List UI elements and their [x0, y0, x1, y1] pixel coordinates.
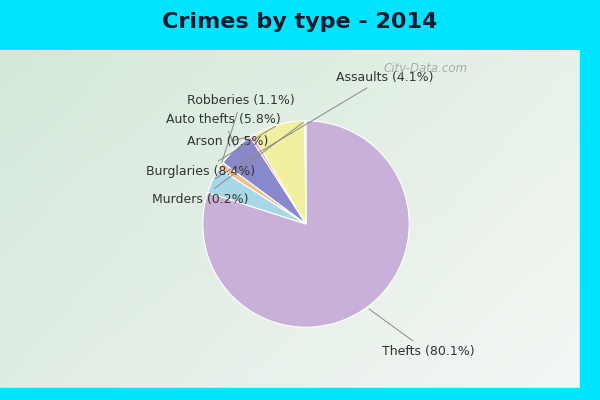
Wedge shape	[305, 121, 306, 224]
Wedge shape	[223, 137, 306, 224]
Text: Thefts (80.1%): Thefts (80.1%)	[369, 309, 475, 358]
Wedge shape	[250, 136, 306, 224]
Text: Murders (0.2%): Murders (0.2%)	[152, 122, 303, 206]
Text: Crimes by type - 2014: Crimes by type - 2014	[163, 12, 437, 32]
Text: Robberies (1.1%): Robberies (1.1%)	[187, 94, 295, 163]
Text: City-Data.com: City-Data.com	[383, 62, 467, 75]
Text: Arson (0.5%): Arson (0.5%)	[187, 135, 269, 148]
Wedge shape	[253, 121, 306, 224]
Wedge shape	[219, 163, 306, 224]
Wedge shape	[208, 168, 306, 224]
Text: Burglaries (8.4%): Burglaries (8.4%)	[146, 126, 275, 178]
Bar	[0, 388, 600, 400]
Wedge shape	[203, 121, 409, 327]
Text: Assaults (4.1%): Assaults (4.1%)	[215, 71, 434, 179]
Bar	[580, 50, 600, 400]
Text: Auto thefts (5.8%): Auto thefts (5.8%)	[166, 113, 281, 146]
